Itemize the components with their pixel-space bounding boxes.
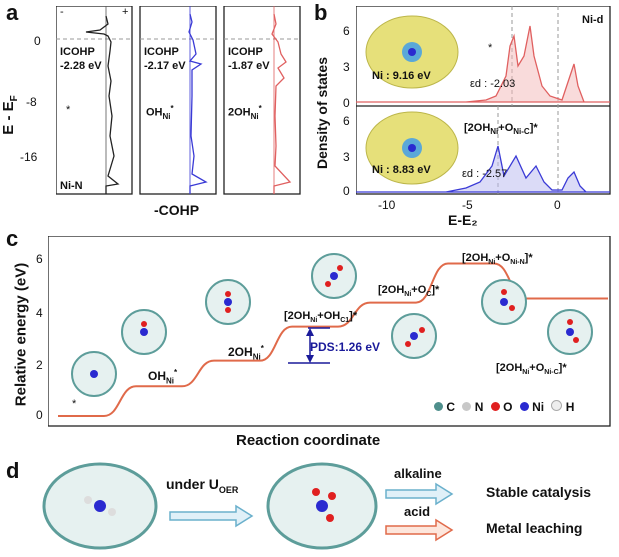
alkaline-label: alkaline [394, 466, 442, 481]
cohp-curve-2 [188, 13, 208, 194]
state-label-5: [2OHNi+ONi-N]* [462, 252, 533, 267]
dos-xtick-10: -10 [378, 198, 396, 212]
dos-ytick-bot-3: 3 [343, 150, 350, 164]
panel-a-label: a [6, 0, 19, 25]
panel-b-xlabel: E-E₂ [448, 212, 478, 228]
legend-h-dot [551, 400, 563, 411]
atom-legend: C N O Ni H [434, 400, 574, 414]
eps-d-top: εd : -2.03 [470, 78, 516, 90]
eps-d-bottom: εd : -2.57 [462, 168, 508, 180]
icohp-label-1: ICOHP [60, 46, 95, 58]
structure-onic [547, 309, 593, 355]
catalyst-structure-initial [42, 462, 158, 550]
icohp-value-1: -2.28 eV [60, 60, 102, 72]
condition-label: under UOER [166, 476, 239, 495]
state-label-6: [2OHNi+ONi-C]* [496, 362, 567, 377]
result-leaching: Metal leaching [486, 520, 583, 536]
panel-a-ytick-8: -8 [26, 95, 37, 109]
structure-2oh [205, 279, 251, 325]
charge-bottom-label: Ni : 8.83 eV [372, 164, 431, 176]
dos-plot [356, 6, 611, 195]
structure-star [71, 351, 117, 397]
energy-ytick-6: 6 [36, 252, 43, 266]
icohp-label-3: ICOHP [228, 46, 263, 58]
legend-n-dot [462, 402, 472, 411]
dos-ytick-top-0: 0 [343, 96, 350, 110]
state-label-4: [2OHNi+OC]* [378, 284, 440, 299]
dos-ytick-top-6: 6 [343, 24, 350, 38]
state-label-3: [2OHNi+OHC1]* [284, 310, 358, 325]
icohp-label-2: ICOHP [144, 46, 179, 58]
panel-b-ylabel: Density of states [314, 56, 330, 170]
charge-top-label: Ni : 9.16 eV [372, 70, 431, 82]
cohp-curve-1 [85, 15, 120, 194]
cohp-curve-3 [271, 13, 292, 194]
panel-d-label: d [6, 458, 20, 483]
structure-oh [121, 309, 167, 355]
icohp-value-3: -1.87 eV [228, 60, 270, 72]
panel-a-star: * [66, 104, 71, 116]
state-label-2: 2OHNi* [228, 344, 264, 362]
panel-d-scheme [42, 462, 454, 550]
species-2oh-label: 2OHNi* [228, 104, 262, 121]
dos-top-curve [356, 25, 610, 103]
structure-onin [481, 279, 527, 325]
icohp-value-2: -2.17 eV [144, 60, 186, 72]
ni-d-label: Ni-d [582, 14, 604, 26]
dos-xtick-0: 0 [554, 198, 561, 212]
panel-c-label: c [6, 226, 19, 251]
panel-a-minus: - [60, 6, 64, 18]
dos-top-star: * [488, 42, 493, 54]
energy-profile-line [58, 262, 608, 417]
panel-c-ylabel: Relative energy (eV) [12, 262, 30, 407]
arrow-acid [385, 518, 454, 542]
dos-ytick-bot-0: 0 [343, 184, 350, 198]
legend-c-dot [434, 402, 443, 411]
acid-label: acid [404, 504, 431, 519]
panel-a-ytick-0: 0 [34, 34, 41, 48]
species-oh-label: OHNi* [146, 104, 174, 121]
dos-xtick-5: -5 [462, 198, 473, 212]
dos-ytick-top-3: 3 [343, 60, 350, 74]
energy-ytick-2: 2 [36, 358, 43, 372]
panel-b-label: b [314, 0, 328, 25]
panel-a-xlabel: -COHP [154, 202, 200, 218]
panel-a-ytick-16: -16 [20, 150, 38, 164]
state-label-1: OHNi* [148, 368, 178, 386]
structure-ohc1 [311, 253, 357, 299]
legend-o-dot [490, 402, 500, 411]
panel-c-xlabel: Reaction coordinate [236, 432, 381, 449]
panel-a-ylabel: E - EF [0, 95, 20, 135]
catalyst-structure-oxidized [266, 462, 378, 550]
ni-n-label: Ni-N [60, 180, 83, 192]
legend-ni-dot [519, 402, 529, 411]
pds-label: PDS:1.26 eV [310, 340, 381, 354]
structure-oc [391, 313, 437, 359]
energy-diagram [48, 236, 611, 427]
energy-ytick-0: 0 [36, 408, 43, 422]
dos-bottom-curve [356, 145, 610, 193]
arrow-uoer [169, 504, 254, 528]
arrow-alkaline [385, 482, 454, 506]
energy-ytick-4: 4 [36, 306, 43, 320]
panel-a-cohp-plots [56, 6, 301, 195]
dos-bottom-species: [2OHNi+ONi-C]* [464, 122, 538, 137]
panel-a-plus: + [122, 6, 129, 18]
result-stable: Stable catalysis [486, 484, 592, 500]
state-label-0: * [72, 398, 77, 410]
dos-ytick-bot-6: 6 [343, 114, 350, 128]
